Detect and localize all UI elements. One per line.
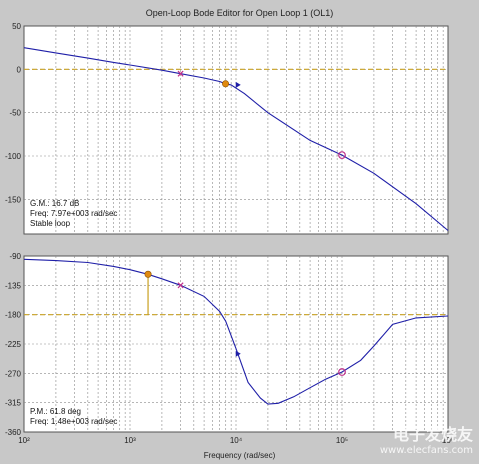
watermark-url: www.elecfans.com [379,445,473,456]
phase-y-tick-label: -180 [5,311,22,320]
magnitude-crossover-marker [222,80,230,88]
magnitude-zero-marker [338,151,346,160]
magnitude-y-tick-label: -50 [9,109,21,118]
magnitude-annotation-line: Stable loop [30,219,71,228]
phase-x-tick-label: 10⁴ [230,436,243,445]
watermark-logo: 电子发烧友 www.elecfans.com [380,421,473,456]
magnitude-annotation-line: Freq: 7.97e+003 rad/sec [30,209,117,218]
window-title: Open-Loop Bode Editor for Open Loop 1 (O… [145,8,334,18]
phase-series-line [23,258,449,405]
phase-y-tick-label: -135 [5,281,22,290]
watermark-text: 电子发烧友 [392,425,473,444]
phase-y-tick-label: -315 [5,399,22,408]
phase-x-tick-label: 10⁶ [442,436,454,445]
magnitude-pole-marker [177,70,184,77]
magnitude-annotation-line: G.M.: 16.7 dB [30,199,79,208]
phase-y-tick-label: -360 [5,428,22,437]
phase-zero-marker [338,368,346,376]
magnitude-y-tick-label: 50 [12,22,21,31]
phase-crossover-marker [144,270,152,278]
phase-x-tick-label: 10⁵ [336,436,348,445]
phase-y-tick-label: -90 [9,252,21,261]
phase-annotation-line: P.M.: 61.8 deg [30,407,81,416]
phase-y-tick-label: -270 [5,369,22,378]
magnitude-direction-arrow [235,81,241,88]
phase-annotation-line: Freq: 1.48e+003 rad/sec [30,417,117,426]
phase-x-tick-label: 10³ [124,436,136,445]
phase-direction-arrow [235,350,241,357]
magnitude-y-tick-label: -100 [5,152,22,161]
x-axis-label: Frequency (rad/sec) [203,451,276,460]
phase-x-tick-label: 10² [18,436,30,445]
magnitude-y-tick-label: 0 [17,65,22,74]
phase-pole-marker [177,282,184,289]
magnitude-y-tick-label: -150 [5,195,22,204]
phase-y-tick-label: -225 [5,340,22,349]
